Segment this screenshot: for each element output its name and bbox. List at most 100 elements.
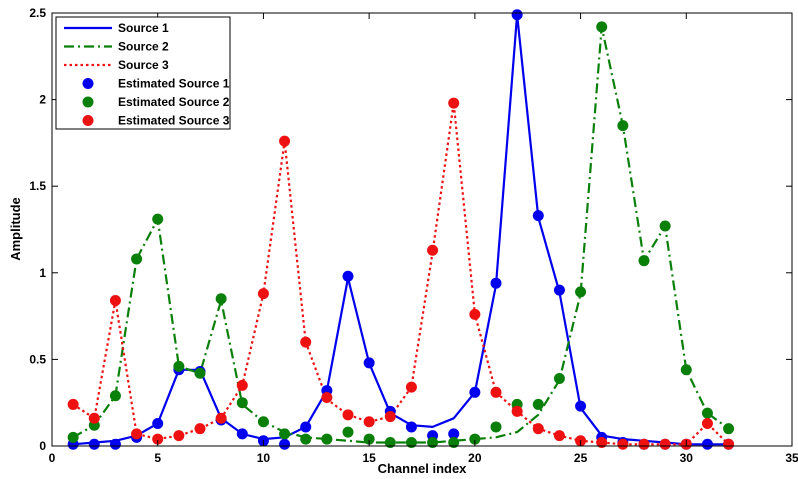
plot-frame: [51, 12, 793, 447]
estimated-source-2-point-16: [384, 437, 396, 449]
estimated-source-2-point-19: [448, 437, 460, 449]
estimated-source-1-point-24: [553, 284, 565, 296]
estimated-source-3-point-3: [109, 295, 121, 307]
estimated-source-3-point-6: [173, 430, 185, 442]
estimated-source-2-point-10: [257, 416, 269, 428]
y-tick-label: 0: [39, 439, 46, 453]
source-2-line: [72, 25, 730, 444]
estimated-source-2-point-30: [680, 364, 692, 376]
estimated-source-2-point-24: [553, 372, 565, 384]
estimated-source-2-point-27: [617, 120, 629, 132]
estimated-source-1-point-14: [342, 270, 354, 282]
estimated-source-3-point-24: [553, 430, 565, 442]
estimated-source-1-point-19: [448, 428, 460, 440]
estimated-source-1-point-3: [109, 438, 121, 450]
estimated-source-3-point-1: [67, 398, 79, 410]
legend-label: Source 3: [118, 58, 169, 72]
estimated-source-1-point-22: [511, 9, 523, 21]
x-tick-label: 30: [680, 451, 694, 465]
estimated-source-1-point-2: [88, 438, 100, 450]
estimated-source-2-point-8: [215, 293, 227, 305]
estimated-source-2-point-1: [67, 431, 79, 443]
estimated-source-2-point-31: [701, 407, 713, 419]
estimated-source-1-point-21: [490, 277, 502, 289]
estimated-source-3-point-20: [469, 308, 481, 320]
estimated-source-3-point-23: [532, 423, 544, 435]
estimated-source-3-point-16: [384, 411, 396, 423]
estimated-source-3-point-17: [405, 381, 417, 393]
x-tick-label: 10: [257, 451, 271, 465]
x-tick-label: 0: [49, 451, 56, 465]
estimated-source-2-point-29: [659, 220, 671, 232]
legend-label: Source 2: [118, 40, 169, 54]
y-tick-label: 0.5: [29, 352, 46, 366]
estimated-source-1-point-20: [469, 386, 481, 398]
estimated-source-2-point-28: [638, 255, 650, 267]
legend-label: Source 1: [118, 21, 169, 35]
estimated-source-2-point-17: [405, 437, 417, 449]
estimated-source-3-point-13: [321, 392, 333, 404]
axes-layer: 0 5 10 15 20 25 30 35 0 0.5 1 1.5 2 2.5: [29, 6, 798, 465]
legend-marker: [82, 96, 94, 108]
estimated-source-2-point-26: [596, 21, 608, 33]
y-axis-label: Amplitude: [8, 197, 23, 261]
estimated-source-3-point-22: [511, 405, 523, 417]
estimated-source-2-point-12: [300, 433, 312, 445]
estimated-source-1-point-12: [300, 421, 312, 433]
y-tick-label: 1: [39, 266, 46, 280]
legend: Source 1 Source 2 Source 3 Estimated Source…: [55, 16, 231, 130]
estimated-source-2-point-32: [723, 423, 735, 435]
estimated-source-2-point-20: [469, 433, 481, 445]
estimated-source-2-point-11: [279, 428, 291, 440]
estimated-source-2-point-15: [363, 433, 375, 445]
estimated-source-3-point-15: [363, 416, 375, 428]
estimated-source-3-point-5: [152, 433, 164, 445]
estimated-source-3-point-21: [490, 386, 502, 398]
legend-label: Estimated Source 1: [118, 77, 230, 91]
estimated-source-3-point-12: [300, 336, 312, 348]
legend-marker: [82, 78, 94, 89]
estimated-source-3-point-27: [617, 438, 629, 450]
x-tick-label: 5: [154, 451, 161, 465]
estimated-source-3-point-9: [236, 379, 248, 391]
estimated-source-1-point-25: [575, 400, 587, 412]
estimated-source-2-point-13: [321, 433, 333, 445]
estimated-source-3-point-26: [596, 437, 608, 449]
estimated-source-3-point-19: [448, 97, 460, 109]
x-tick-label: 20: [468, 451, 482, 465]
legend-box: [55, 16, 231, 130]
y-tick-label: 2: [39, 93, 46, 107]
estimated-source-2-point-7: [194, 367, 206, 379]
x-tick-label: 15: [362, 451, 376, 465]
legend-label: Estimated Source 2: [118, 95, 230, 109]
estimated-source-3-point-14: [342, 409, 354, 421]
estimated-source-1-point-17: [405, 421, 417, 433]
x-axis-label: Channel index: [378, 461, 468, 476]
estimated-source-2-point-25: [575, 286, 587, 298]
legend-label: Estimated Source 3: [118, 114, 230, 128]
estimated-source-2-point-14: [342, 426, 354, 438]
estimated-source-3-point-28: [638, 438, 650, 450]
y-tick-label: 1.5: [29, 179, 46, 193]
estimated-source-3-point-8: [215, 412, 227, 424]
estimated-source-3-point-7: [194, 423, 206, 435]
estimated-source-1-point-11: [279, 438, 291, 450]
estimated-source-2-point-18: [427, 437, 439, 449]
legend-marker: [82, 115, 94, 126]
estimated-source-3-point-29: [659, 438, 671, 450]
series-layer: [67, 9, 735, 450]
estimated-source-3-point-10: [257, 288, 269, 300]
estimated-source-3-point-11: [279, 135, 291, 147]
estimated-source-1-point-23: [532, 210, 544, 222]
estimated-source-1-point-15: [363, 357, 375, 369]
x-tick-label: 35: [785, 451, 798, 465]
estimated-source-2-point-6: [173, 360, 185, 372]
estimated-source-2-point-21: [490, 421, 502, 433]
estimated-source-1-point-5: [152, 417, 164, 429]
estimated-source-2-point-5: [152, 213, 164, 225]
estimated-source-2-point-4: [131, 253, 143, 265]
estimated-source-2-point-9: [236, 397, 248, 409]
estimated-source-3-point-4: [131, 428, 143, 440]
estimated-source-2-point-23: [532, 398, 544, 410]
